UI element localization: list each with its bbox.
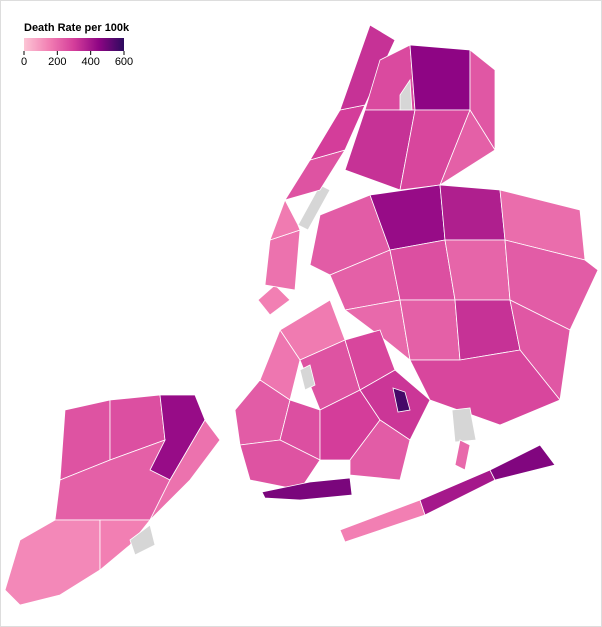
region (99, 519, 151, 571)
legend-tick-label: 400 (81, 56, 99, 68)
region (239, 439, 321, 491)
region (299, 364, 316, 391)
region (349, 419, 411, 481)
region (454, 299, 521, 361)
region (359, 369, 431, 441)
region (257, 284, 291, 316)
region (444, 239, 511, 301)
legend-gradient (24, 38, 124, 51)
region (439, 109, 496, 187)
region (129, 524, 156, 556)
region (399, 78, 413, 111)
region (392, 387, 411, 413)
region (504, 239, 599, 331)
region (261, 477, 353, 501)
legend-tick-label: 0 (21, 56, 27, 68)
region (339, 24, 396, 111)
legend-tick-label: 200 (48, 56, 66, 68)
region (451, 407, 477, 443)
legend-title: Death Rate per 100k (24, 22, 130, 34)
region (409, 44, 471, 111)
region (389, 239, 456, 301)
region (297, 184, 331, 231)
regions (4, 24, 599, 606)
region (489, 444, 556, 481)
region (439, 184, 506, 241)
region (399, 299, 461, 361)
region (149, 419, 221, 521)
region (454, 439, 471, 471)
legend-tick-label: 600 (115, 56, 133, 68)
